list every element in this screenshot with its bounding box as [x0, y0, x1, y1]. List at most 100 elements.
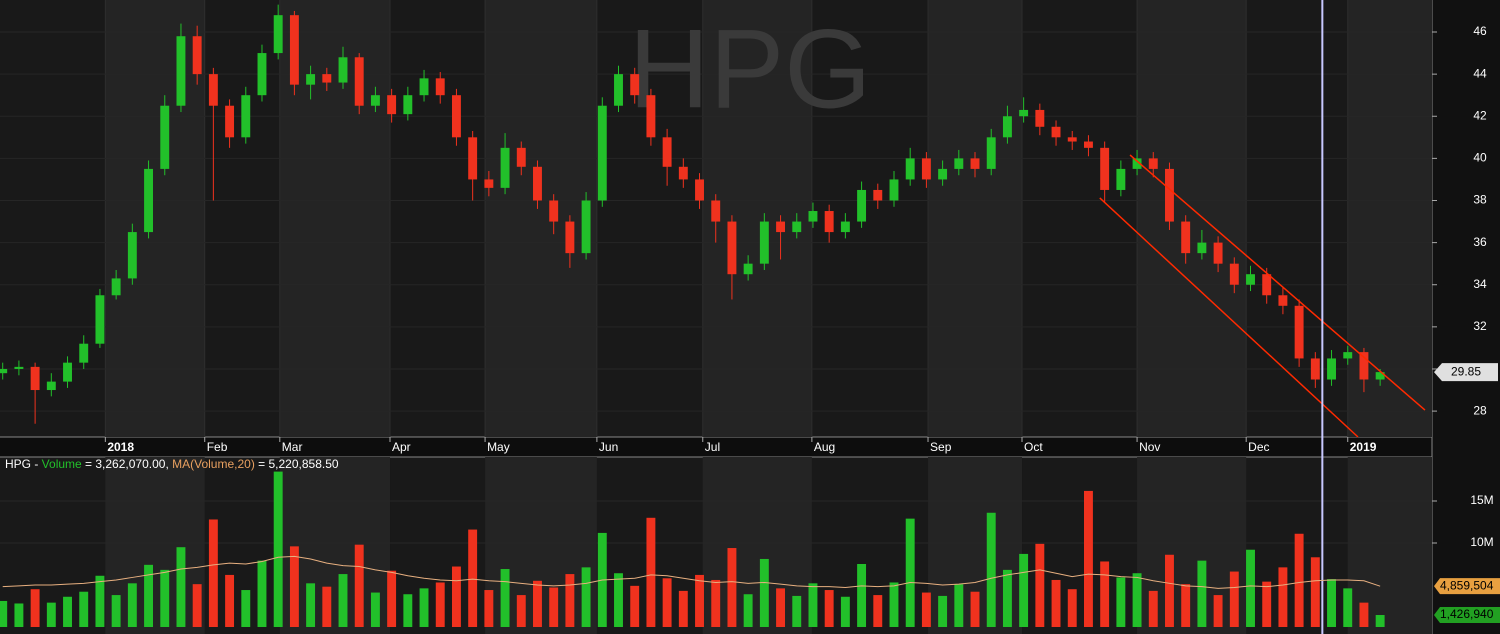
candle-body [500, 147, 510, 188]
volume-bar [1375, 615, 1385, 627]
candle-body [79, 343, 89, 363]
volume-bar [1002, 569, 1012, 627]
volume-bar [824, 590, 834, 627]
volume-bar [533, 580, 542, 627]
candle-body [711, 200, 721, 222]
month-band [928, 0, 1023, 437]
volume-bar [1051, 579, 1061, 627]
volume-bar [1116, 577, 1126, 627]
volume-bar [678, 590, 688, 627]
candle-body [1035, 109, 1045, 127]
candle-body [322, 74, 332, 83]
candle-body [1083, 141, 1093, 148]
volume-bar [241, 590, 251, 627]
volume-tag-label: 1,426,940 [1440, 607, 1494, 621]
volume-bar [500, 569, 510, 627]
candle-body [127, 232, 137, 279]
volume-bar [354, 544, 364, 627]
candle-body [857, 189, 867, 222]
legend-item: Volume [42, 457, 82, 471]
volume-bar [743, 594, 753, 627]
month-band [105, 0, 205, 437]
volume-bar [646, 517, 656, 627]
ma-line [2, 555, 1381, 589]
candle-body [46, 381, 56, 391]
candle-body [905, 158, 915, 180]
x-tick-label: Sep [930, 440, 952, 454]
y-tick-label: 44 [1473, 66, 1487, 80]
y-tick-label: 34 [1473, 277, 1487, 291]
volume-bar [873, 595, 883, 627]
volume-bar [711, 579, 721, 627]
x-tick-label: Feb [207, 440, 228, 454]
y-tick-label: 40 [1473, 151, 1487, 165]
volume-bar [1343, 588, 1353, 627]
candle-body [646, 95, 656, 138]
candle-body [1246, 274, 1255, 285]
month-band [485, 0, 597, 437]
candle-body [824, 211, 834, 233]
candle-body [743, 263, 753, 275]
candle-body [727, 221, 737, 275]
volume-bar [338, 574, 348, 627]
y-tick-label: 42 [1473, 108, 1487, 122]
candle-body [241, 95, 251, 138]
y-tick-label: 36 [1473, 235, 1487, 249]
candle-body [792, 221, 802, 233]
candle-body [1100, 147, 1110, 190]
volume-bar [322, 586, 332, 627]
candle-body [435, 78, 445, 96]
volume-bar [549, 587, 559, 627]
candle-body [954, 158, 964, 169]
volume-bar [516, 595, 526, 627]
volume-tag [1434, 607, 1500, 624]
legend-item: = 3,262,070.00, [82, 457, 172, 471]
candle-body [986, 137, 996, 169]
volume-bar [451, 566, 461, 627]
candle-body [597, 105, 607, 201]
candle-body [581, 200, 591, 254]
candle-body [14, 366, 24, 369]
candle-body [1148, 158, 1158, 169]
candle-body [1213, 242, 1223, 264]
volume-bar [192, 584, 202, 627]
x-tick-label: Jul [705, 440, 720, 454]
volume-bar [208, 519, 218, 627]
candle-body [1229, 263, 1239, 285]
volume-bar [1213, 595, 1223, 627]
candle-body [63, 362, 72, 382]
candle-body [306, 74, 316, 85]
volume-bar [776, 588, 786, 627]
volume-legend: HPG - Volume = 3,262,070.00, MA(Volume,2… [5, 457, 339, 471]
y-tick-label: 10M [1470, 535, 1493, 549]
volume-bar [160, 569, 170, 627]
volume-bar [1035, 543, 1045, 627]
volume-bar [792, 595, 802, 627]
volume-bar [30, 589, 40, 627]
volume-bar [419, 588, 429, 627]
x-tick-label: Dec [1248, 440, 1269, 454]
candle-body [1165, 168, 1174, 222]
price-tag-label: 29.85 [1451, 364, 1481, 378]
volume-bar [1229, 571, 1239, 627]
volume-bar [840, 596, 850, 627]
candle-body [387, 95, 397, 115]
candle-body [176, 36, 186, 106]
candle-body [1116, 168, 1126, 190]
volume-bar [808, 583, 818, 627]
volume-bar [273, 471, 283, 627]
candle-body [889, 179, 899, 201]
volume-bar [257, 560, 267, 627]
volume-bar [857, 563, 867, 627]
volume-bar [1083, 490, 1093, 627]
candle-body [695, 179, 704, 201]
volume-bar [289, 546, 299, 627]
candle-body [662, 137, 672, 167]
volume-bar [0, 600, 8, 627]
y-tick-label: 32 [1473, 319, 1487, 333]
candle-body [970, 158, 980, 169]
x-tick-label: Mar [282, 440, 303, 454]
candle-body [338, 57, 348, 83]
